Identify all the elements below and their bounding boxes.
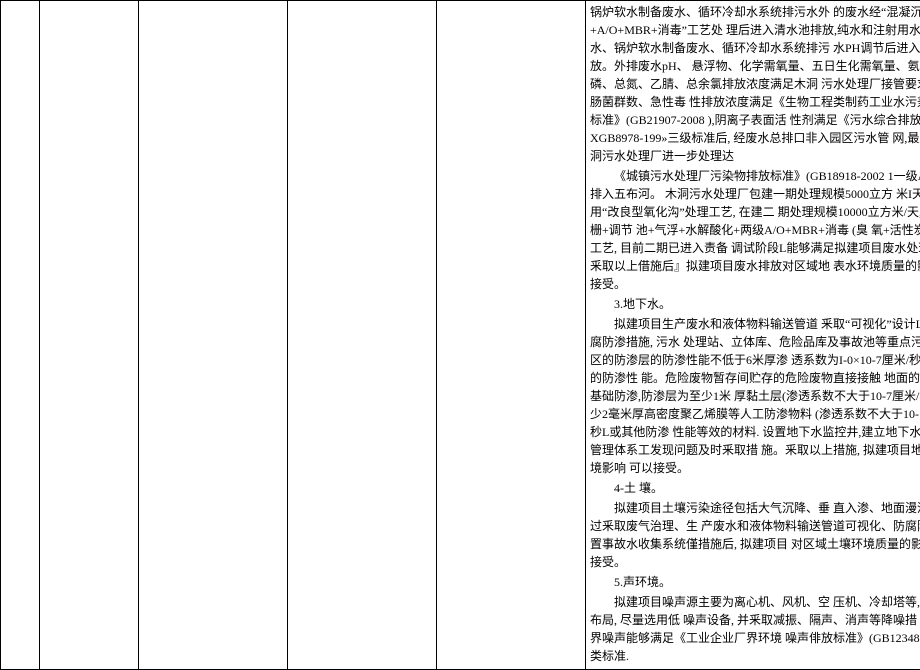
paragraph-3: 拟建项目生产废水和液体物料输送管道 釆取“可视化”设计L釆取防腐防渗措施, 污水… — [590, 315, 920, 477]
cell-4 — [288, 1, 437, 670]
paragraph-5: 拟建项目噪声源主要为离心机、风机、空 压机、冷却塔等,通过合理布局, 尽量选用低… — [590, 593, 920, 665]
table-row: 锅炉软水制备废水、循环冷却水系统排污水外 的废水经“混凝沉淀+A/O+MBR+消… — [1, 1, 920, 670]
cell-1 — [1, 1, 40, 670]
cell-2 — [40, 1, 139, 670]
cell-content: 锅炉软水制备废水、循环冷却水系统排污水外 的废水经“混凝沉淀+A/O+MBR+消… — [586, 1, 920, 670]
cell-5 — [437, 1, 586, 670]
paragraph-1: 锅炉软水制备废水、循环冷却水系统排污水外 的废水经“混凝沉淀+A/O+MBR+消… — [590, 3, 920, 165]
heading-4: 4-土 壤。 — [590, 479, 920, 497]
paragraph-2: 《城镇污水处理厂污染物排放标准》(GB18918-2002 1一级A标准后排入五… — [590, 167, 920, 293]
heading-3: 3.地下水。 — [590, 295, 920, 313]
cell-3 — [139, 1, 288, 670]
paragraph-4: 拟建项目土壤污染途径包括大气沉降、垂 直入渗、地面漫流等。通过釆取废气治理、生 … — [590, 499, 920, 571]
document-table: 锅炉软水制备废水、循环冷却水系统排污水外 的废水经“混凝沉淀+A/O+MBR+消… — [0, 0, 920, 670]
heading-5: 5.声环境。 — [590, 573, 920, 591]
content-body: 锅炉软水制备废水、循环冷却水系统排污水外 的废水经“混凝沉淀+A/O+MBR+消… — [590, 3, 920, 665]
